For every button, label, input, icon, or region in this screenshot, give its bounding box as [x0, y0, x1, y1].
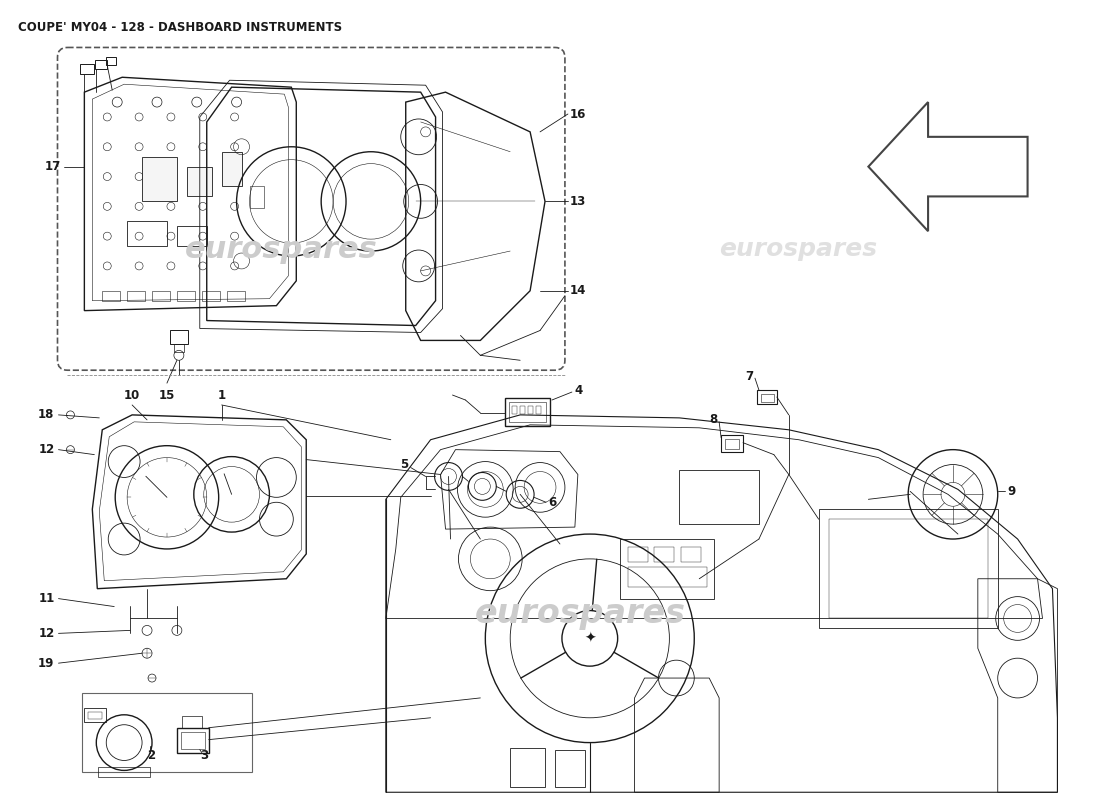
Bar: [680, 470, 759, 524]
Bar: [96, 60, 107, 70]
Bar: [509, 402, 546, 422]
Text: 19: 19: [39, 657, 55, 670]
Text: 5: 5: [400, 458, 409, 471]
Bar: [201, 290, 220, 301]
Bar: [177, 290, 195, 301]
Bar: [128, 290, 145, 301]
Bar: [88, 712, 102, 718]
Bar: [828, 519, 988, 618]
Text: eurospares: eurospares: [474, 597, 685, 630]
Bar: [725, 438, 739, 449]
Bar: [536, 406, 541, 414]
Bar: [177, 728, 209, 753]
Text: 17: 17: [44, 160, 60, 173]
Bar: [757, 390, 777, 404]
Bar: [722, 434, 742, 452]
Bar: [128, 222, 167, 246]
Bar: [250, 186, 264, 208]
Bar: [85, 708, 107, 722]
Bar: [180, 732, 205, 749]
Bar: [169, 330, 188, 344]
Text: 14: 14: [570, 284, 586, 298]
Bar: [182, 716, 201, 728]
Text: 11: 11: [39, 592, 55, 605]
Text: 16: 16: [570, 107, 586, 121]
Bar: [513, 406, 517, 414]
Bar: [505, 398, 550, 426]
Text: 1: 1: [218, 389, 226, 402]
Bar: [528, 406, 534, 414]
Text: 4: 4: [575, 383, 583, 397]
Bar: [82, 693, 252, 772]
Text: 8: 8: [708, 414, 717, 426]
Bar: [98, 767, 150, 778]
Text: eurospares: eurospares: [185, 234, 377, 263]
Text: ✦: ✦: [584, 631, 595, 646]
Bar: [681, 547, 701, 562]
Bar: [619, 539, 714, 598]
Text: 2: 2: [147, 749, 155, 762]
Bar: [556, 750, 585, 787]
Text: 3: 3: [200, 749, 208, 762]
Text: 13: 13: [570, 195, 586, 208]
Text: 9: 9: [1008, 485, 1016, 498]
Bar: [654, 547, 674, 562]
Bar: [222, 152, 242, 186]
Bar: [520, 406, 525, 414]
Bar: [628, 547, 648, 562]
Text: 10: 10: [124, 389, 140, 402]
Text: 7: 7: [745, 370, 754, 382]
Bar: [510, 747, 544, 787]
Text: 12: 12: [39, 443, 55, 456]
Text: 6: 6: [548, 496, 557, 509]
Bar: [80, 64, 95, 74]
Bar: [761, 394, 774, 402]
Text: 18: 18: [39, 408, 55, 422]
Bar: [107, 58, 117, 66]
Bar: [152, 290, 169, 301]
Bar: [187, 166, 211, 197]
Bar: [818, 510, 998, 629]
Text: 15: 15: [158, 389, 175, 402]
Bar: [102, 290, 120, 301]
Text: eurospares: eurospares: [719, 237, 878, 261]
Bar: [174, 344, 184, 352]
Bar: [628, 567, 707, 586]
Text: COUPE' MY04 - 128 - DASHBOARD INSTRUMENTS: COUPE' MY04 - 128 - DASHBOARD INSTRUMENT…: [18, 21, 342, 34]
Bar: [227, 290, 244, 301]
Bar: [142, 157, 177, 202]
Text: 12: 12: [39, 627, 55, 640]
Bar: [177, 226, 207, 246]
